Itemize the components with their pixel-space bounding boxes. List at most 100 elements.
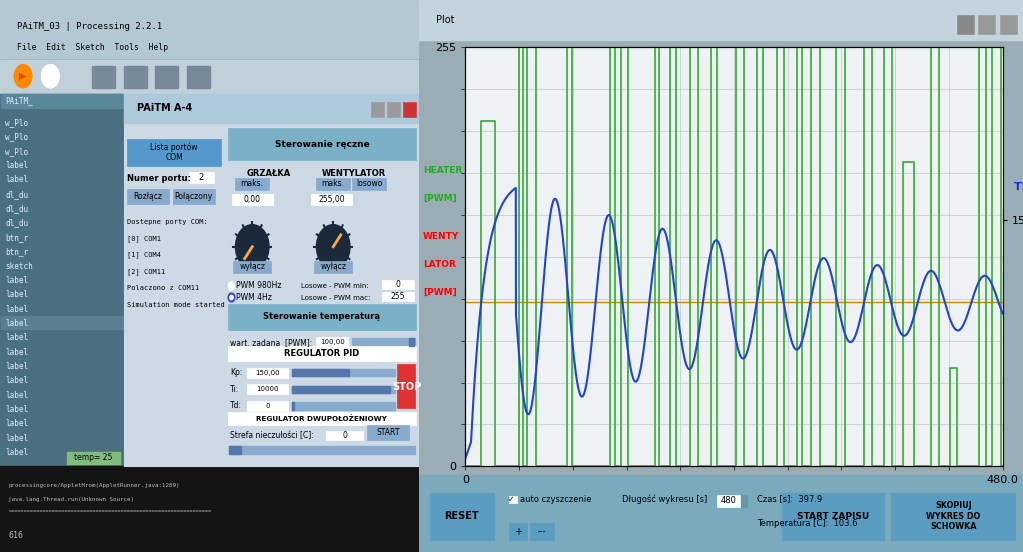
Bar	[68, 452, 120, 464]
Bar	[419, 475, 1023, 552]
Circle shape	[14, 65, 32, 88]
Text: PAiTM_03 | Processing 2.2.1: PAiTM_03 | Processing 2.2.1	[16, 22, 162, 31]
Circle shape	[316, 225, 350, 269]
Text: label: label	[5, 161, 29, 170]
Text: w_Plo: w_Plo	[5, 132, 29, 141]
Text: wyłącz: wyłącz	[239, 262, 265, 271]
Text: ---: ---	[538, 527, 546, 536]
Bar	[0, 466, 419, 552]
Text: Losowe - PWM mac:: Losowe - PWM mac:	[301, 295, 370, 300]
Text: Kp:: Kp:	[230, 368, 242, 377]
Bar	[292, 386, 390, 393]
Text: START ZAPISU: START ZAPISU	[797, 512, 869, 521]
Bar	[292, 402, 395, 410]
Text: 480: 480	[721, 496, 737, 505]
Text: Sterowanie ręczne: Sterowanie ręczne	[274, 140, 369, 148]
Bar	[292, 402, 294, 410]
Bar	[316, 178, 350, 190]
Text: btn_r: btn_r	[5, 247, 29, 256]
Text: label: label	[5, 362, 29, 371]
Bar	[0, 60, 419, 93]
Text: GRZAŁKA: GRZAŁKA	[248, 169, 292, 178]
Text: 0,00: 0,00	[243, 195, 261, 204]
Text: Dostepne porty COM:: Dostepne porty COM:	[127, 219, 208, 225]
Text: label: label	[5, 434, 29, 443]
Bar	[387, 102, 400, 117]
Text: label: label	[5, 319, 29, 328]
Bar	[1, 94, 123, 108]
Text: RESET: RESET	[444, 511, 479, 521]
Text: HEATER: HEATER	[422, 166, 462, 175]
Circle shape	[42, 65, 59, 88]
Text: [PWM]: [PWM]	[422, 194, 456, 203]
Text: File  Edit  Sketch  Tools  Help: File Edit Sketch Tools Help	[16, 43, 168, 52]
Bar	[717, 495, 741, 507]
Text: maks.: maks.	[321, 179, 345, 188]
Bar	[186, 66, 210, 88]
Text: maks.: maks.	[240, 179, 264, 188]
Bar	[741, 501, 747, 507]
Text: REGULATOR DWUPOŁOŻENIOWY: REGULATOR DWUPOŁOŻENIOWY	[257, 415, 388, 422]
Text: Polaczono z COM11: Polaczono z COM11	[127, 285, 199, 291]
Bar	[311, 194, 352, 205]
Text: 616: 616	[8, 531, 24, 540]
Text: TEMP. [C]: TEMP. [C]	[1014, 182, 1023, 192]
Bar	[398, 365, 415, 408]
Bar	[228, 304, 416, 330]
Text: sketch: sketch	[5, 262, 33, 270]
Text: 0: 0	[396, 280, 401, 289]
Text: wyłącz: wyłącz	[320, 262, 346, 271]
Text: label: label	[5, 405, 29, 414]
Bar	[431, 493, 494, 540]
Circle shape	[228, 293, 235, 302]
Bar	[292, 386, 395, 393]
Bar	[352, 338, 415, 346]
Text: [0] COM1: [0] COM1	[127, 235, 161, 242]
Text: PWM 4Hz: PWM 4Hz	[236, 293, 272, 302]
Text: PWM 980Hz: PWM 980Hz	[236, 282, 281, 290]
Bar	[352, 178, 386, 190]
Bar	[233, 261, 271, 273]
Bar	[383, 292, 414, 301]
Bar	[530, 523, 554, 540]
Text: Td:: Td:	[230, 401, 241, 410]
Bar	[173, 189, 215, 204]
Text: temp= 25: temp= 25	[75, 453, 113, 462]
Text: dl_du: dl_du	[5, 204, 29, 213]
Bar	[957, 15, 974, 34]
Bar	[508, 496, 518, 503]
Text: label: label	[5, 391, 29, 400]
Bar	[228, 446, 241, 454]
Text: label: label	[5, 376, 29, 385]
Text: w_Plo: w_Plo	[5, 118, 29, 127]
Text: btn_r: btn_r	[5, 233, 29, 242]
Text: wart. zadana  [PWM]:: wart. zadana [PWM]:	[230, 338, 312, 347]
Bar	[741, 495, 747, 501]
Text: Połączony: Połączony	[175, 192, 213, 201]
Bar	[247, 401, 288, 411]
Text: 150,00: 150,00	[255, 370, 279, 375]
Text: +: +	[514, 527, 522, 537]
Circle shape	[235, 225, 269, 269]
Text: 2: 2	[198, 173, 204, 182]
Text: Sterowanie temperaturą: Sterowanie temperaturą	[263, 312, 381, 321]
Text: Lista portów
COM: Lista portów COM	[150, 142, 197, 162]
Text: auto czyszczenie: auto czyszczenie	[521, 495, 591, 503]
Bar	[891, 493, 1015, 540]
Bar	[419, 0, 1023, 40]
Bar	[124, 94, 419, 123]
Text: Czas [s]:  397.9: Czas [s]: 397.9	[757, 495, 822, 503]
Bar	[409, 338, 414, 346]
Text: [2] COM11: [2] COM11	[127, 268, 166, 275]
Text: label: label	[5, 448, 29, 457]
Bar	[0, 94, 124, 466]
Text: START: START	[376, 428, 400, 437]
Text: 0: 0	[265, 403, 269, 408]
Text: label: label	[5, 176, 29, 184]
Text: WENTYLATOR: WENTYLATOR	[322, 169, 386, 178]
Text: processingcore/AppletHrom(AppletRunner.java:1289): processingcore/AppletHrom(AppletRunner.j…	[8, 483, 180, 489]
Text: 0: 0	[342, 431, 347, 440]
Bar	[403, 102, 415, 117]
Circle shape	[228, 282, 235, 290]
Text: java.lang.Thread.run(Unknown Source): java.lang.Thread.run(Unknown Source)	[8, 497, 134, 502]
